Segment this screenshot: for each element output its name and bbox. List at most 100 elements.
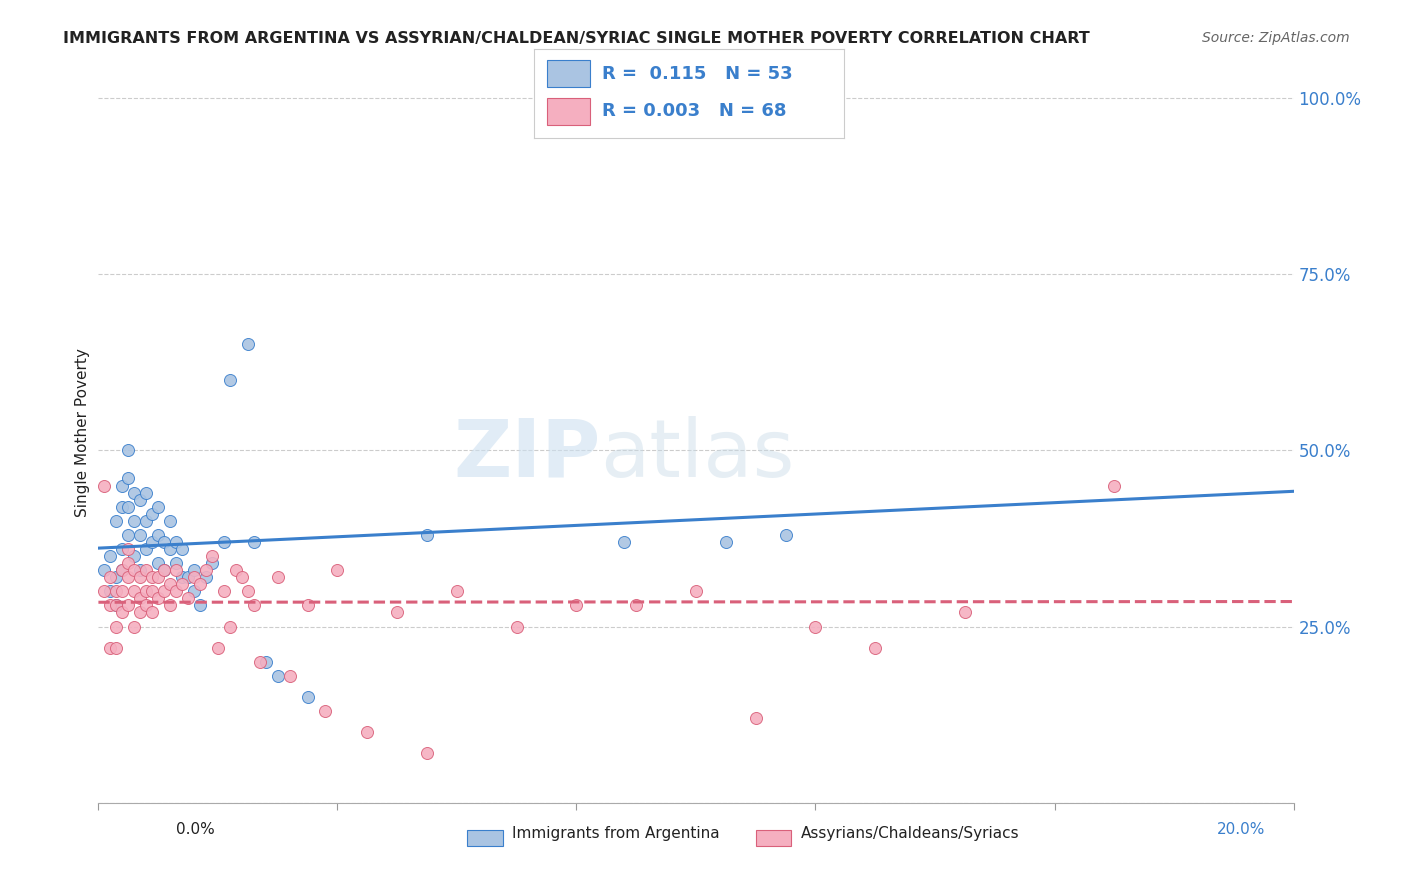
Point	[225, 563, 247, 577]
Point	[315, 704, 337, 718]
Point	[135, 514, 157, 528]
Point	[267, 570, 290, 584]
Point	[183, 563, 205, 577]
Point	[177, 570, 200, 584]
Point	[148, 500, 170, 514]
Point	[93, 563, 115, 577]
Point	[98, 584, 122, 599]
Text: Assyrians/Chaldeans/Syriacs: Assyrians/Chaldeans/Syriacs	[801, 826, 1019, 840]
Point	[172, 577, 194, 591]
Point	[141, 570, 163, 584]
Point	[183, 584, 205, 599]
Point	[195, 563, 218, 577]
Point	[98, 549, 122, 563]
Point	[297, 599, 319, 613]
Point	[153, 584, 176, 599]
Point	[148, 556, 170, 570]
Point	[135, 541, 157, 556]
Point	[124, 485, 146, 500]
Point	[745, 711, 768, 725]
Point	[124, 563, 146, 577]
Point	[105, 619, 128, 633]
Point	[195, 570, 218, 584]
Point	[129, 492, 152, 507]
Point	[231, 570, 253, 584]
Point	[804, 619, 827, 633]
Point	[159, 514, 181, 528]
Point	[775, 528, 797, 542]
Point	[129, 606, 152, 620]
Point	[105, 599, 128, 613]
Point	[141, 584, 163, 599]
Point	[105, 640, 128, 655]
Point	[98, 599, 122, 613]
Point	[111, 541, 134, 556]
Point	[117, 500, 139, 514]
Point	[129, 528, 152, 542]
Point	[326, 563, 349, 577]
Point	[172, 541, 194, 556]
Point	[98, 640, 122, 655]
Point	[201, 556, 224, 570]
Point	[865, 640, 887, 655]
Point	[714, 535, 737, 549]
Point	[124, 549, 146, 563]
Point	[111, 563, 134, 577]
Point	[111, 478, 134, 492]
Point	[135, 584, 157, 599]
Point	[159, 577, 181, 591]
Text: R =  0.115   N = 53: R = 0.115 N = 53	[602, 65, 793, 83]
Text: 20.0%: 20.0%	[1218, 822, 1265, 837]
Point	[219, 373, 242, 387]
Point	[165, 584, 187, 599]
Point	[613, 535, 636, 549]
Text: Source: ZipAtlas.com: Source: ZipAtlas.com	[1202, 31, 1350, 45]
Point	[105, 599, 128, 613]
Point	[159, 541, 181, 556]
Point	[236, 584, 259, 599]
Point	[385, 606, 409, 620]
Point	[129, 591, 152, 606]
Point	[207, 640, 229, 655]
Point	[124, 584, 146, 599]
Point	[141, 535, 163, 549]
Text: 0.0%: 0.0%	[176, 822, 215, 837]
Point	[153, 563, 176, 577]
Point	[129, 570, 152, 584]
Point	[98, 570, 122, 584]
Point	[212, 535, 235, 549]
Point	[141, 507, 163, 521]
Point	[188, 599, 211, 613]
Point	[188, 577, 211, 591]
Point	[506, 619, 529, 633]
Text: IMMIGRANTS FROM ARGENTINA VS ASSYRIAN/CHALDEAN/SYRIAC SINGLE MOTHER POVERTY CORR: IMMIGRANTS FROM ARGENTINA VS ASSYRIAN/CH…	[63, 31, 1090, 46]
Point	[165, 556, 187, 570]
Point	[1104, 478, 1126, 492]
Point	[626, 599, 648, 613]
Point	[416, 747, 439, 761]
Text: atlas: atlas	[600, 416, 794, 494]
Point	[124, 619, 146, 633]
Point	[183, 570, 205, 584]
Point	[93, 584, 115, 599]
Point	[236, 337, 259, 351]
Point	[105, 514, 128, 528]
Point	[267, 669, 290, 683]
Point	[159, 599, 181, 613]
Point	[111, 606, 134, 620]
Point	[117, 471, 139, 485]
Point	[153, 535, 176, 549]
Point	[117, 556, 139, 570]
Point	[105, 570, 128, 584]
Point	[953, 606, 976, 620]
Point	[219, 619, 242, 633]
Point	[685, 584, 707, 599]
Point	[117, 570, 139, 584]
Point	[117, 541, 139, 556]
Point	[117, 528, 139, 542]
Text: Immigrants from Argentina: Immigrants from Argentina	[512, 826, 720, 840]
Point	[356, 725, 378, 739]
Point	[117, 443, 139, 458]
Point	[148, 591, 170, 606]
Text: R = 0.003   N = 68: R = 0.003 N = 68	[602, 103, 787, 120]
